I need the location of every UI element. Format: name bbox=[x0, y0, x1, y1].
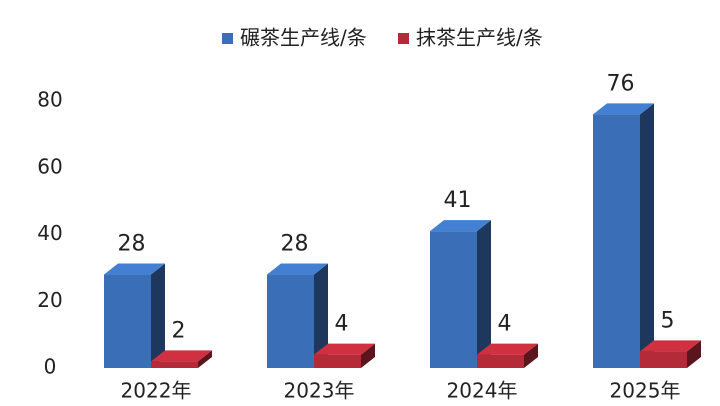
y-tick-label: 80 bbox=[37, 88, 62, 112]
data-label: 28 bbox=[118, 232, 146, 257]
data-label: 28 bbox=[281, 232, 309, 257]
bar-side bbox=[687, 340, 701, 368]
bar-top bbox=[314, 343, 375, 355]
data-label: 76 bbox=[607, 71, 635, 96]
bar bbox=[267, 274, 314, 368]
bar bbox=[477, 354, 524, 368]
bar-side bbox=[361, 343, 375, 368]
bar bbox=[640, 351, 687, 368]
bar bbox=[151, 361, 198, 368]
data-label: 2 bbox=[172, 318, 186, 343]
bar-top bbox=[267, 263, 328, 275]
bar-side bbox=[524, 343, 538, 368]
x-tick-label: 2023年 bbox=[284, 379, 355, 403]
x-tick-label: 2024年 bbox=[447, 379, 518, 403]
data-label: 5 bbox=[661, 308, 675, 333]
y-tick-label: 0 bbox=[44, 355, 57, 379]
bar-top bbox=[640, 340, 701, 352]
y-tick-label: 60 bbox=[37, 154, 62, 178]
bar-side bbox=[477, 220, 491, 368]
bar-side bbox=[314, 263, 328, 368]
data-label: 4 bbox=[335, 312, 349, 337]
bar bbox=[314, 354, 361, 368]
y-tick-label: 20 bbox=[37, 288, 62, 312]
x-tick-label: 2022年 bbox=[121, 379, 192, 403]
bar-top bbox=[477, 343, 538, 355]
legend-label: 抹茶生产线/条 bbox=[416, 26, 543, 50]
bar-top bbox=[430, 220, 491, 232]
data-label: 41 bbox=[444, 188, 472, 213]
x-tick-label: 2025年 bbox=[610, 379, 681, 403]
bar bbox=[430, 231, 477, 368]
bar-top bbox=[151, 350, 212, 362]
bar-top bbox=[593, 103, 654, 115]
y-tick-label: 40 bbox=[37, 221, 62, 245]
bar bbox=[593, 114, 640, 368]
legend-swatch bbox=[398, 33, 409, 44]
bar-side bbox=[640, 103, 654, 368]
legend-swatch bbox=[222, 33, 233, 44]
bar bbox=[104, 274, 151, 368]
bar-side bbox=[151, 263, 165, 368]
data-label: 4 bbox=[498, 312, 512, 337]
bar-side bbox=[198, 350, 212, 368]
bar-top bbox=[104, 263, 165, 275]
legend-label: 碾茶生产线/条 bbox=[240, 26, 367, 50]
